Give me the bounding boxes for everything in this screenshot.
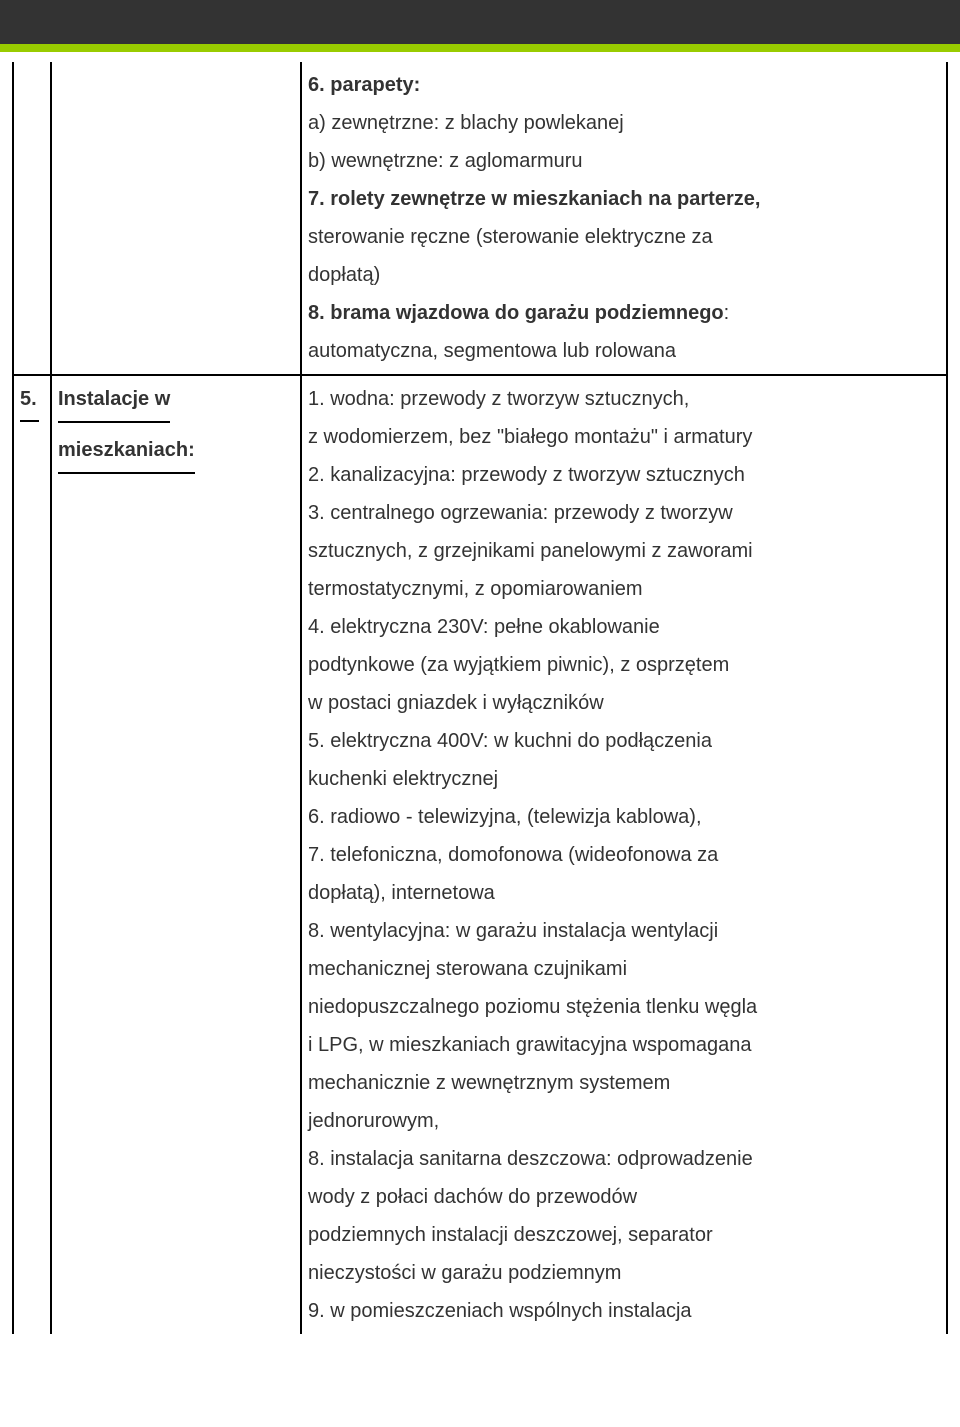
text-line: nieczystości w garażu podziemnym (308, 1254, 940, 1292)
text-line: 9. w pomieszczeniach wspólnych instalacj… (308, 1292, 940, 1330)
heading-6: 6. parapety: (308, 66, 940, 104)
text-line: niedopuszczalnego poziomu stężenia tlenk… (308, 988, 940, 1026)
text-line: wody z połaci dachów do przewodów (308, 1178, 940, 1216)
text-line: 3. centralnego ogrzewania: przewody z tw… (308, 494, 940, 532)
heading-8: 8. brama wjazdowa do garażu podziemnego: (308, 294, 940, 332)
text-line: kuchenki elektrycznej (308, 760, 940, 798)
text-line: podtynkowe (za wyjątkiem piwnic), z ospr… (308, 646, 940, 684)
text-line: 8. wentylacyjna: w garażu instalacja wen… (308, 912, 940, 950)
cell-content-prev: 6. parapety: a) zewnętrzne: z blachy pow… (301, 62, 947, 375)
text-line: mechanicznie z wewnętrznym systemem (308, 1064, 940, 1102)
text-line: mechanicznej sterowana czujnikami (308, 950, 940, 988)
text-line: sterowanie ręczne (sterowanie elektryczn… (308, 218, 940, 256)
text-line: i LPG, w mieszkaniach grawitacyjna wspom… (308, 1026, 940, 1064)
heading-8-bold: 8. brama wjazdowa do garażu podziemnego (308, 302, 724, 324)
text-line: 1. wodna: przewody z tworzyw sztucznych, (308, 380, 940, 418)
text-line: automatyczna, segmentowa lub rolowana (308, 332, 940, 370)
row-label-line1: Instalacje w (58, 380, 170, 423)
heading-8-colon: : (724, 302, 730, 324)
cell-num-empty (13, 62, 51, 375)
text-line: sztucznych, z grzejnikami panelowymi z z… (308, 532, 940, 570)
text-line: jednorurowym, (308, 1102, 940, 1140)
text-line: 2. kanalizacyjna: przewody z tworzyw szt… (308, 456, 940, 494)
text-line: w postaci gniazdek i wyłączników (308, 684, 940, 722)
row-number: 5. (20, 380, 39, 422)
cell-label-empty (51, 62, 301, 375)
text-line: 5. elektryczna 400V: w kuchni do podłącz… (308, 722, 940, 760)
text-line: 4. elektryczna 230V: pełne okablowanie (308, 608, 940, 646)
text-line: a) zewnętrzne: z blachy powlekanej (308, 104, 940, 142)
text-line: dopłatą), internetowa (308, 874, 940, 912)
text-line: 6. radiowo - telewizyjna, (telewizja kab… (308, 798, 940, 836)
page-container: 6. parapety: a) zewnętrzne: z blachy pow… (0, 52, 960, 1334)
text-line: 8. instalacja sanitarna deszczowa: odpro… (308, 1140, 940, 1178)
heading-7: 7. rolety zewnętrze w mieszkaniach na pa… (308, 180, 940, 218)
cell-label-5: Instalacje w mieszkaniach: (51, 375, 301, 1334)
header-accent-bar (0, 44, 960, 52)
text-line: termostatycznymi, z opomiarowaniem (308, 570, 940, 608)
text-line: z wodomierzem, bez "białego montażu" i a… (308, 418, 940, 456)
text-line: 7. telefoniczna, domofonowa (wideofonowa… (308, 836, 940, 874)
row-label-line2: mieszkaniach: (58, 431, 195, 474)
cell-content-5: 1. wodna: przewody z tworzyw sztucznych,… (301, 375, 947, 1334)
text-line: b) wewnętrzne: z aglomarmuru (308, 142, 940, 180)
table-row: 6. parapety: a) zewnętrzne: z blachy pow… (13, 62, 947, 375)
cell-num-5: 5. (13, 375, 51, 1334)
table-row: 5. Instalacje w mieszkaniach: 1. wodna: … (13, 375, 947, 1334)
text-line: podziemnych instalacji deszczowej, separ… (308, 1216, 940, 1254)
spec-table: 6. parapety: a) zewnętrzne: z blachy pow… (12, 62, 948, 1334)
text-line: dopłatą) (308, 256, 940, 294)
header-dark-bar (0, 0, 960, 44)
